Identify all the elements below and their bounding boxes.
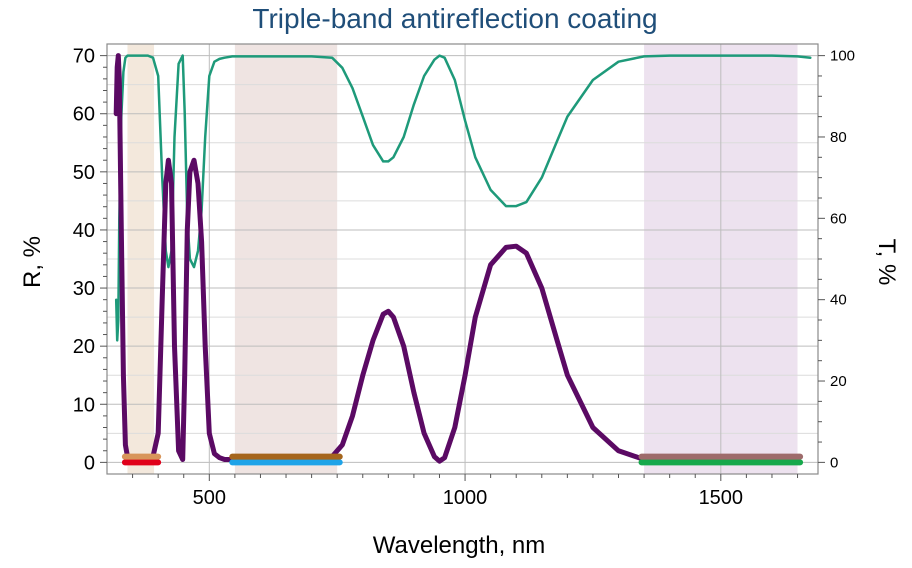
y-left-tick-label: 50 xyxy=(73,162,95,184)
y-left-tick-label: 0 xyxy=(84,452,95,474)
y-left-tick-label: 40 xyxy=(73,220,95,242)
y-axis-right-label: T, % xyxy=(873,239,900,286)
transmittance-line xyxy=(114,54,812,342)
y-left-tick-label: 60 xyxy=(73,104,95,126)
x-tick-label: 500 xyxy=(193,487,226,509)
y-right-tick-label: 100 xyxy=(830,48,855,65)
y-right-tick-label: 20 xyxy=(830,373,847,390)
y-left-tick-label: 70 xyxy=(73,46,95,68)
y-right-tick-label: 0 xyxy=(830,454,838,471)
y-right-tick-label: 80 xyxy=(830,129,847,146)
y-right-tick-label: 60 xyxy=(830,210,847,227)
targets-layer xyxy=(121,453,804,466)
chart-title: Triple-band antireflection coating xyxy=(252,3,657,34)
x-tick-label: 1000 xyxy=(443,487,488,509)
y-left-tick-label: 20 xyxy=(73,336,95,358)
y-left-tick-label: 30 xyxy=(73,278,95,300)
grid-layer xyxy=(107,44,818,474)
y-axis-left-label: R, % xyxy=(19,236,46,288)
x-axis-label: Wavelength, nm xyxy=(373,532,546,559)
axes-layer: 0 10 20 30 40 50 60 70 0 20 40 60 80 100 500 1000 1500 xyxy=(73,43,855,509)
x-tick-label: 1500 xyxy=(699,487,744,509)
y-left-tick-label: 10 xyxy=(73,394,95,416)
y-right-tick-label: 40 xyxy=(830,292,847,309)
